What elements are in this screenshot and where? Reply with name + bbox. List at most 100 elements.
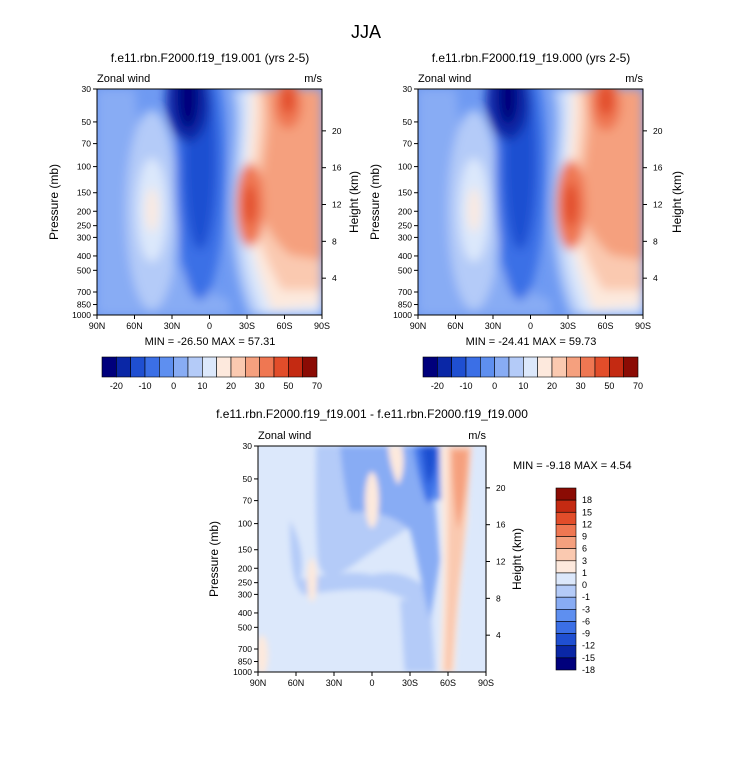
colorbar-swatch: [537, 356, 553, 378]
field-c-band: [340, 446, 440, 620]
x-tick-label: 90S: [314, 321, 330, 331]
colorbar-label: 20: [226, 381, 236, 391]
y-tick-label: 300: [398, 232, 412, 242]
colorbar-swatch: [202, 356, 217, 378]
y2-tick-label: 12: [496, 557, 506, 567]
colorbar-swatch: [555, 596, 577, 610]
colorbar-label: 0: [171, 381, 176, 391]
y-tick-label: 1000: [233, 667, 252, 677]
colorbar-label: -12: [582, 641, 595, 651]
y2-tick-label: 16: [653, 163, 663, 173]
field-b-band: [564, 183, 578, 227]
colorbar-label: -18: [582, 665, 595, 675]
colorbar-swatch: [302, 356, 318, 378]
colorbar-label: 70: [312, 381, 322, 391]
x-tick-label: 0: [207, 321, 212, 331]
panel-b-title: f.e11.rbn.F2000.f19_f19.000 (yrs 2-5): [432, 51, 631, 65]
colorbar-swatch: [555, 633, 577, 647]
field-b-band: [499, 89, 517, 124]
colorbar-swatch: [437, 356, 452, 378]
y-tick-label: 400: [398, 251, 412, 261]
panel-a-colorbar: -20 -10 0 10 20 30 50 70: [101, 356, 322, 391]
y-tick-label: 250: [398, 221, 412, 231]
y-tick-label: 70: [403, 139, 413, 149]
colorbar-swatch: [494, 356, 510, 378]
y-tick-label: 250: [77, 221, 91, 231]
y-tick-label: 300: [238, 589, 252, 599]
y-tick-label: 150: [77, 188, 91, 198]
colorbar-swatch: [555, 572, 577, 586]
colorbar-swatch: [288, 356, 303, 378]
page-title: JJA: [351, 22, 381, 42]
field-a-band: [281, 89, 295, 114]
y-tick-label: 700: [77, 287, 91, 297]
panel-c: f.e11.rbn.F2000.f19_f19.001 - f.e11.rbn.…: [207, 407, 632, 688]
panel-c-ylabel: Pressure (mb): [207, 521, 221, 597]
field-c-band: [258, 635, 268, 672]
y2-tick-label: 20: [653, 126, 663, 136]
y-tick-label: 50: [82, 117, 92, 127]
panel-c-field: [258, 446, 486, 672]
colorbar-swatch: [422, 356, 438, 378]
y-tick-label: 1000: [393, 310, 412, 320]
field-a-band: [244, 185, 256, 225]
colorbar-swatch: [508, 356, 524, 378]
colorbar-swatch: [116, 356, 131, 378]
colorbar-swatch: [465, 356, 481, 378]
colorbar-swatch: [580, 356, 596, 378]
panel-b: f.e11.rbn.F2000.f19_f19.000 (yrs 2-5) Zo…: [368, 51, 684, 391]
y-tick-label: 850: [77, 300, 91, 310]
panel-c-title: f.e11.rbn.F2000.f19_f19.001 - f.e11.rbn.…: [216, 407, 528, 421]
field-c-band: [307, 558, 317, 602]
field-c-band: [400, 600, 435, 672]
y-tick-label: 850: [398, 300, 412, 310]
x-tick-label: 30S: [402, 678, 418, 688]
y-tick-label: 70: [243, 496, 253, 506]
colorbar-swatch: [551, 356, 567, 378]
colorbar-label: 10: [197, 381, 207, 391]
colorbar-label: 20: [547, 381, 557, 391]
colorbar-label: 50: [604, 381, 614, 391]
panel-b-y2label: Height (km): [670, 171, 684, 233]
y-tick-label: 100: [77, 162, 91, 172]
y-tick-label: 200: [398, 206, 412, 216]
colorbar-swatch: [555, 536, 577, 549]
y2-tick-label: 12: [653, 200, 663, 210]
colorbar-label: 30: [255, 381, 265, 391]
y2-tick-label: 12: [332, 200, 342, 210]
y-tick-label: 300: [77, 232, 91, 242]
x-tick-label: 0: [528, 321, 533, 331]
colorbar-swatch: [230, 356, 246, 378]
colorbar-swatch: [245, 356, 260, 378]
y-tick-label: 500: [238, 622, 252, 632]
field-c-band: [290, 520, 430, 610]
panel-a-stats: MIN = -26.50 MAX = 57.31: [145, 336, 276, 348]
colorbar-swatch: [555, 621, 577, 634]
y-tick-label: 250: [238, 578, 252, 588]
panel-c-stats: MIN = -9.18 MAX = 4.54: [513, 460, 632, 472]
panel-c-axes: 90N 60N 30N 0 30S 60S 90S 30 50 70 100 150 200 250300…: [233, 441, 506, 688]
y2-tick-label: 20: [332, 126, 342, 136]
x-tick-label: 60S: [440, 678, 456, 688]
x-tick-label: 60N: [288, 678, 305, 688]
colorbar-label: 3: [582, 556, 587, 566]
y-tick-label: 500: [398, 265, 412, 275]
x-tick-label: 60N: [126, 321, 143, 331]
y-tick-label: 30: [403, 84, 413, 94]
panel-b-units: m/s: [625, 73, 643, 85]
y2-tick-label: 8: [332, 236, 337, 246]
colorbar-swatch: [523, 356, 538, 378]
y2-tick-label: 16: [332, 163, 342, 173]
y-tick-label: 400: [77, 251, 91, 261]
colorbar-swatch: [555, 548, 577, 562]
panel-a: f.e11.rbn.F2000.f19_f19.001 (yrs 2-5) Zo…: [47, 51, 361, 391]
y2-tick-label: 16: [496, 520, 506, 530]
colorbar-label: 15: [582, 507, 592, 517]
colorbar-swatch: [555, 609, 577, 622]
x-tick-label: 30N: [485, 321, 502, 331]
x-tick-label: 0: [369, 678, 374, 688]
field-c-band: [365, 472, 379, 528]
y-tick-label: 100: [238, 519, 252, 529]
colorbar-label: 6: [582, 544, 587, 554]
